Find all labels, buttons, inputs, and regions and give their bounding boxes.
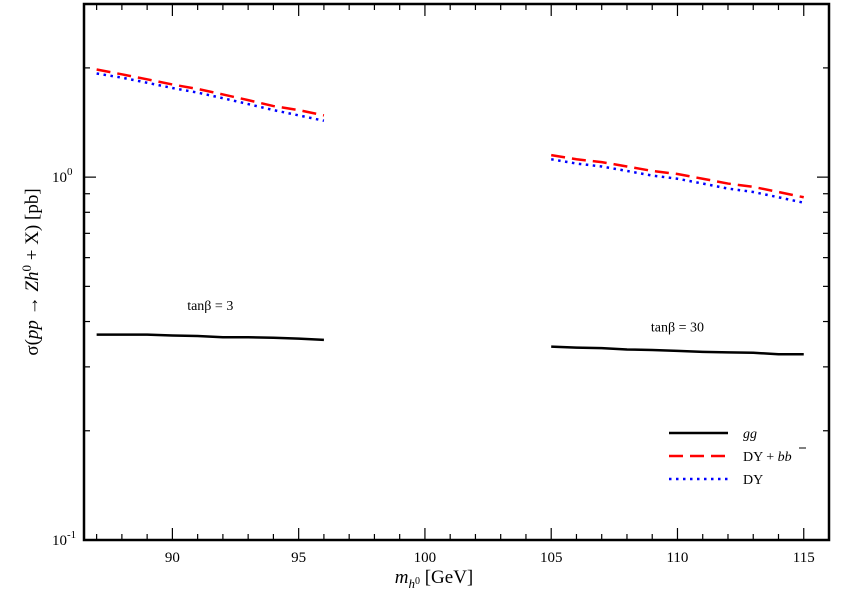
- annotation-tanbeta-3: tanβ = 3: [187, 299, 233, 314]
- x-tick-label: 90: [165, 550, 180, 566]
- series-dy-segment-0: [96, 72, 325, 122]
- y-tick-label: 10-1: [52, 529, 76, 549]
- plot-frame: [82, 2, 831, 542]
- x-tick-labels: 90 95 100 105 110 115: [165, 550, 815, 566]
- y-axis-title: σ(pp → Zh0 + X) [pb]: [19, 188, 43, 355]
- x-axis-title: mh0 [GeV]: [395, 567, 474, 590]
- x-tick-label: 110: [666, 550, 688, 566]
- x-tick-label: 100: [414, 550, 437, 566]
- x-tick-label: 115: [793, 550, 815, 566]
- x-tick-label: 105: [540, 550, 563, 566]
- annotation-tanbeta-30: tanβ = 30: [651, 321, 704, 336]
- legend-label-dy-bb: DY + bb: [743, 450, 792, 465]
- series-gg-segment-0: [96, 333, 324, 342]
- legend-label-gg: gg: [743, 427, 757, 442]
- x-tick-label: 95: [291, 550, 306, 566]
- legend: gg DY + bb DY: [669, 427, 806, 488]
- series-layer: [96, 68, 805, 356]
- y-tick-labels: 10-1 100: [52, 166, 76, 549]
- series-dy-segment-1: [550, 158, 805, 204]
- series-dy-bb-segment-0: [96, 68, 325, 117]
- series-dy-bb-segment-1: [550, 153, 805, 199]
- series-gg-segment-1: [551, 345, 804, 356]
- axis-ticks: [84, 3, 830, 541]
- legend-label-dy: DY: [743, 473, 763, 488]
- y-tick-label: 100: [52, 166, 73, 186]
